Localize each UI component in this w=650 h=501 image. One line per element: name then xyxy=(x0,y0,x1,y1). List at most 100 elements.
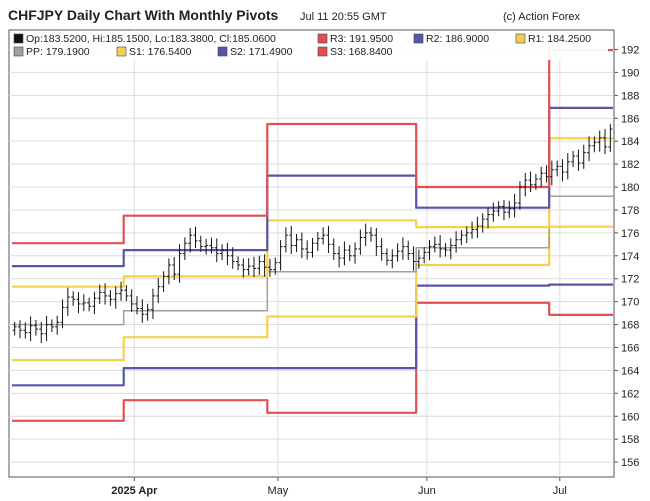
price-bar xyxy=(358,229,363,255)
price-bar xyxy=(283,227,288,253)
price-bar xyxy=(289,225,294,255)
legend-label: S1: 176.5400 xyxy=(129,46,192,58)
price-bar xyxy=(119,281,124,301)
y-tick-label: 190 xyxy=(621,67,639,79)
price-bar xyxy=(76,292,81,314)
price-bar xyxy=(305,240,310,260)
legend-item-s3: S3: 168.8400 xyxy=(317,46,393,58)
price-bar xyxy=(60,299,65,329)
price-bar xyxy=(262,254,267,277)
legend-swatch xyxy=(317,46,328,57)
price-bar xyxy=(560,159,565,182)
legend-label: S2: 171.4900 xyxy=(230,46,293,58)
price-bar xyxy=(156,278,161,304)
price-bar xyxy=(129,289,134,312)
price-bar xyxy=(182,237,187,261)
legend: Op:183.5200, Hi:185.1500, Lo:183.3800, C… xyxy=(10,31,608,60)
x-tick-label: May xyxy=(268,485,289,497)
y-tick-label: 184 xyxy=(621,136,639,148)
price-bar xyxy=(17,320,22,339)
price-bar xyxy=(55,315,60,335)
price-bar xyxy=(172,257,177,280)
y-tick-label: 182 xyxy=(621,159,639,171)
y-tick-label: 160 xyxy=(621,411,639,423)
price-bar xyxy=(28,316,33,342)
price-bar xyxy=(374,227,379,256)
price-bar xyxy=(204,238,209,255)
price-bar xyxy=(188,227,193,253)
timestamp: Jul 11 20:55 GMT xyxy=(300,11,387,23)
price-bar xyxy=(587,136,592,162)
pivot-lines xyxy=(12,49,613,422)
price-bar xyxy=(230,247,235,269)
price-bar xyxy=(512,193,517,218)
price-bar xyxy=(108,290,113,306)
price-bar xyxy=(97,284,102,305)
price-bar xyxy=(310,238,315,258)
price-bar xyxy=(161,271,166,292)
legend-item-r3: R3: 191.9500 xyxy=(317,33,393,45)
price-bar xyxy=(363,223,368,247)
legend-swatch xyxy=(317,33,328,44)
price-bar xyxy=(177,244,182,283)
price-bar xyxy=(517,181,522,210)
legend-label: Op:183.5200, Hi:185.1500, Lo:183.3800, C… xyxy=(26,33,276,45)
price-bar xyxy=(150,288,155,319)
legend-item-pp: PP: 179.1900 xyxy=(13,46,90,58)
price-bar xyxy=(496,201,501,217)
price-bar xyxy=(597,130,602,152)
price-bar xyxy=(395,243,400,262)
price-bar xyxy=(49,319,54,333)
y-tick-label: 164 xyxy=(621,365,639,377)
price-bar xyxy=(464,226,469,244)
x-axis: 2025 Apr May Jun Jul xyxy=(111,477,567,497)
price-bar xyxy=(411,246,416,271)
price-bar xyxy=(565,153,570,180)
price-bar xyxy=(92,291,97,315)
price-bar xyxy=(315,232,320,252)
y-tick-label: 162 xyxy=(621,388,639,400)
price-bar xyxy=(539,166,544,187)
price-bar xyxy=(337,246,342,268)
price-bar xyxy=(369,227,374,242)
price-bar xyxy=(528,171,533,192)
price-bar xyxy=(193,226,198,249)
y-tick-label: 158 xyxy=(621,434,639,446)
y-tick-label: 176 xyxy=(621,228,639,240)
price-bar xyxy=(438,235,443,258)
plot-frame xyxy=(8,29,615,478)
price-bar xyxy=(384,248,389,266)
price-bar xyxy=(592,136,597,153)
price-bar xyxy=(342,241,347,266)
price-bar xyxy=(39,321,44,344)
legend-item-r1: R1: 184.2500 xyxy=(515,33,591,45)
y-tick-label: 192 xyxy=(621,44,639,56)
y-tick-label: 168 xyxy=(621,320,639,332)
price-bar xyxy=(454,231,459,253)
price-bar xyxy=(406,240,411,261)
price-bar xyxy=(326,225,331,253)
price-bar xyxy=(214,238,219,263)
legend-swatch xyxy=(515,33,526,44)
legend-label: R2: 186.9000 xyxy=(426,33,489,45)
y-tick-label: 178 xyxy=(621,205,639,217)
price-bar xyxy=(273,257,278,275)
price-bar xyxy=(71,291,76,306)
price-bar xyxy=(459,230,464,245)
price-bar xyxy=(608,123,613,153)
legend-item-s2: S2: 171.4900 xyxy=(217,46,293,58)
price-bar xyxy=(555,160,560,177)
y-tick-label: 174 xyxy=(621,251,639,263)
price-bar xyxy=(241,258,246,278)
price-bar xyxy=(571,150,576,167)
legend-label: R1: 184.2500 xyxy=(528,33,591,45)
price-bar xyxy=(475,216,480,239)
price-bar xyxy=(523,172,528,197)
price-bar xyxy=(12,321,17,336)
price-bar xyxy=(65,287,70,316)
price-bar xyxy=(87,297,92,312)
y-tick-label: 156 xyxy=(621,457,639,469)
price-bar xyxy=(603,129,608,155)
price-bar xyxy=(236,256,241,271)
